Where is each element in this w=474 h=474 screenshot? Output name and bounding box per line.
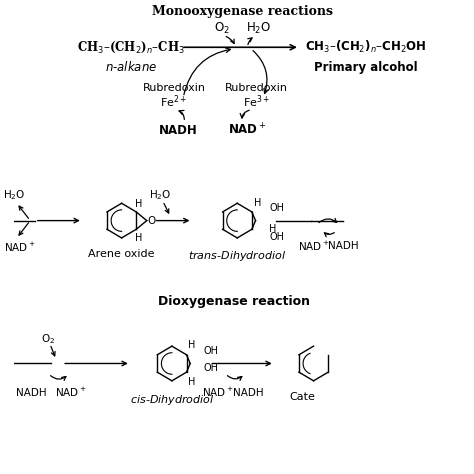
Text: H: H xyxy=(135,233,142,243)
Text: O: O xyxy=(147,216,155,226)
Text: NADH: NADH xyxy=(233,388,264,398)
Text: Fe$^{3+}$: Fe$^{3+}$ xyxy=(243,94,270,110)
Text: Rubredoxin: Rubredoxin xyxy=(225,83,288,93)
Text: Rubredoxin: Rubredoxin xyxy=(143,83,206,93)
Text: OH: OH xyxy=(204,346,219,356)
Text: NADH: NADH xyxy=(159,124,198,137)
Text: Dioxygenase reaction: Dioxygenase reaction xyxy=(157,295,310,308)
Text: H: H xyxy=(269,224,277,234)
Text: H$_2$O: H$_2$O xyxy=(149,188,172,202)
Text: O$_2$: O$_2$ xyxy=(41,332,55,346)
Text: NAD$^+$: NAD$^+$ xyxy=(202,386,233,399)
Text: Arene oxide: Arene oxide xyxy=(88,249,155,259)
Text: Cate: Cate xyxy=(289,392,315,402)
Text: NADH: NADH xyxy=(328,241,358,251)
Text: NAD$^+$: NAD$^+$ xyxy=(298,240,329,253)
Text: H: H xyxy=(254,198,261,208)
Text: $n$-alkane: $n$-alkane xyxy=(105,60,157,74)
Text: OH: OH xyxy=(269,232,284,242)
Text: H$_2$O: H$_2$O xyxy=(246,21,271,36)
Text: Primary alcohol: Primary alcohol xyxy=(314,61,418,74)
Text: H: H xyxy=(135,199,142,209)
Text: Fe$^{2+}$: Fe$^{2+}$ xyxy=(161,94,188,110)
Text: $cis$-Dihydrodiol: $cis$-Dihydrodiol xyxy=(129,393,214,407)
Text: NAD$^+$: NAD$^+$ xyxy=(55,386,87,399)
Text: H: H xyxy=(188,376,196,386)
Text: Monooxygenase reactions: Monooxygenase reactions xyxy=(152,5,333,18)
Text: $trans$-Dihydrodiol: $trans$-Dihydrodiol xyxy=(188,249,286,263)
Text: NAD$^+$: NAD$^+$ xyxy=(4,241,36,255)
Text: CH$_3$–(CH$_2$)$_n$–CH$_3$: CH$_3$–(CH$_2$)$_n$–CH$_3$ xyxy=(77,40,185,55)
Text: H: H xyxy=(188,340,196,350)
Text: H$_2$O: H$_2$O xyxy=(3,188,26,202)
Text: NAD$^+$: NAD$^+$ xyxy=(228,123,266,138)
Text: CH$_3$–(CH$_2$)$_n$–CH$_2$OH: CH$_3$–(CH$_2$)$_n$–CH$_2$OH xyxy=(305,39,427,55)
Text: O$_2$: O$_2$ xyxy=(214,21,230,36)
Text: NADH: NADH xyxy=(16,388,47,398)
Text: OH: OH xyxy=(204,364,219,374)
Text: OH: OH xyxy=(269,203,284,213)
